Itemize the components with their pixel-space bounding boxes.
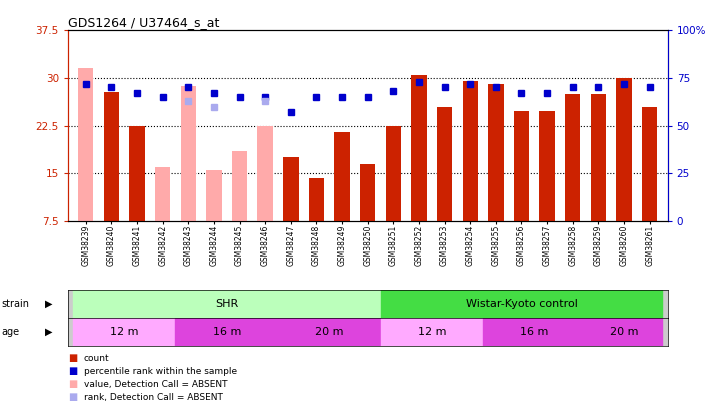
Text: 12 m: 12 m [418, 327, 446, 337]
Bar [283, 157, 298, 221]
Text: ■: ■ [68, 379, 77, 389]
Text: GDS1264 / U37464_s_at: GDS1264 / U37464_s_at [68, 16, 219, 29]
Bar [642, 107, 658, 221]
Bar [488, 84, 503, 221]
Bar [381, 290, 663, 318]
Bar [360, 164, 376, 221]
Bar [463, 81, 478, 221]
Bar [278, 318, 381, 346]
Bar [514, 111, 529, 221]
Bar [104, 92, 119, 221]
Text: 16 m: 16 m [520, 327, 548, 337]
Text: ■: ■ [68, 354, 77, 363]
Text: 16 m: 16 m [213, 327, 241, 337]
Text: 12 m: 12 m [110, 327, 139, 337]
Bar [437, 107, 452, 221]
Bar [381, 318, 483, 346]
Bar [616, 78, 632, 221]
Bar [73, 290, 381, 318]
Text: SHR: SHR [215, 299, 238, 309]
Bar [181, 85, 196, 221]
Bar [334, 132, 350, 221]
Text: ▶: ▶ [45, 327, 53, 337]
Text: ■: ■ [68, 392, 77, 402]
Bar [232, 151, 247, 221]
Text: 20 m: 20 m [610, 327, 638, 337]
Bar [386, 126, 401, 221]
Bar [206, 170, 221, 221]
Text: strain: strain [1, 299, 29, 309]
Bar [258, 126, 273, 221]
Bar [483, 318, 585, 346]
Bar [308, 178, 324, 221]
Bar [176, 318, 278, 346]
Bar [411, 75, 427, 221]
Bar [73, 318, 176, 346]
Bar [590, 94, 606, 221]
Bar [565, 94, 580, 221]
Bar [155, 167, 171, 221]
Text: ▶: ▶ [45, 299, 53, 309]
Text: age: age [1, 327, 19, 337]
Text: count: count [84, 354, 109, 363]
Text: Wistar-Kyoto control: Wistar-Kyoto control [466, 299, 578, 309]
Bar [78, 68, 94, 221]
Text: 20 m: 20 m [315, 327, 343, 337]
Text: rank, Detection Call = ABSENT: rank, Detection Call = ABSENT [84, 393, 223, 402]
Text: percentile rank within the sample: percentile rank within the sample [84, 367, 236, 376]
Text: value, Detection Call = ABSENT: value, Detection Call = ABSENT [84, 380, 227, 389]
Bar [585, 318, 663, 346]
Text: ■: ■ [68, 367, 77, 376]
Bar [540, 111, 555, 221]
Bar [129, 126, 145, 221]
